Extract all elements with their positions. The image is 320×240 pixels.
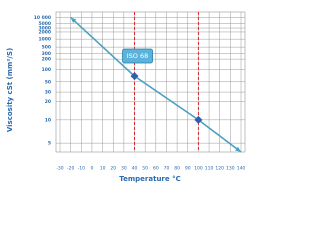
x-tick-label: -30: [56, 166, 63, 172]
y-tick-label: 20: [45, 99, 51, 105]
y-tick-label: 1000: [38, 37, 51, 43]
y-tick-label: 30: [45, 90, 51, 96]
y-tick-label: 500: [42, 45, 51, 51]
arrow-head: [235, 146, 241, 152]
x-tick-label: 70: [164, 166, 170, 172]
x-tick-label: 20: [110, 166, 116, 172]
x-tick-label: 60: [153, 166, 159, 172]
x-tick-label: -20: [67, 166, 74, 172]
y-tick-label: 50: [45, 79, 51, 85]
annotation: ISO 68: [127, 52, 149, 60]
data-point: [130, 72, 139, 81]
x-tick-label: 120: [215, 166, 224, 172]
x-tick-label: 10: [100, 166, 106, 172]
y-tick-label: 2000: [38, 29, 51, 35]
y-tick-label: 300: [42, 51, 51, 57]
x-tick-label: -10: [78, 166, 85, 172]
y-tick-label: 3000: [38, 26, 51, 32]
y-tick-label: 100: [42, 67, 51, 73]
arrow-head: [70, 17, 77, 23]
y-tick-label: 10: [45, 117, 51, 123]
x-tick-label: 80: [174, 166, 180, 172]
data-point: [194, 115, 203, 124]
x-tick-label: 140: [237, 166, 246, 172]
y-axis-title: Viscosity cSt (mm²/S): [6, 48, 14, 132]
x-axis-title: Temperature °C: [119, 175, 180, 183]
y-tick-label: 10 000: [34, 15, 51, 21]
y-tick-label: 5: [48, 141, 51, 147]
x-tick-label: 110: [205, 166, 214, 172]
x-tick-label: 130: [226, 166, 235, 172]
chart: Temperature °C Viscosity cSt (mm²/S) -30…: [6, 11, 246, 183]
y-tick-label: 200: [42, 57, 51, 63]
x-tick-label: 0: [91, 166, 94, 172]
series-line: [70, 16, 242, 153]
x-tick-label: 90: [185, 166, 191, 172]
x-tick-label: 40: [132, 166, 138, 172]
x-tick-label: 100: [194, 166, 203, 172]
y-tick-label: 5000: [38, 21, 51, 27]
x-tick-label: 50: [142, 166, 148, 172]
x-tick-label: 30: [121, 166, 127, 172]
annotation-box: [122, 48, 153, 64]
